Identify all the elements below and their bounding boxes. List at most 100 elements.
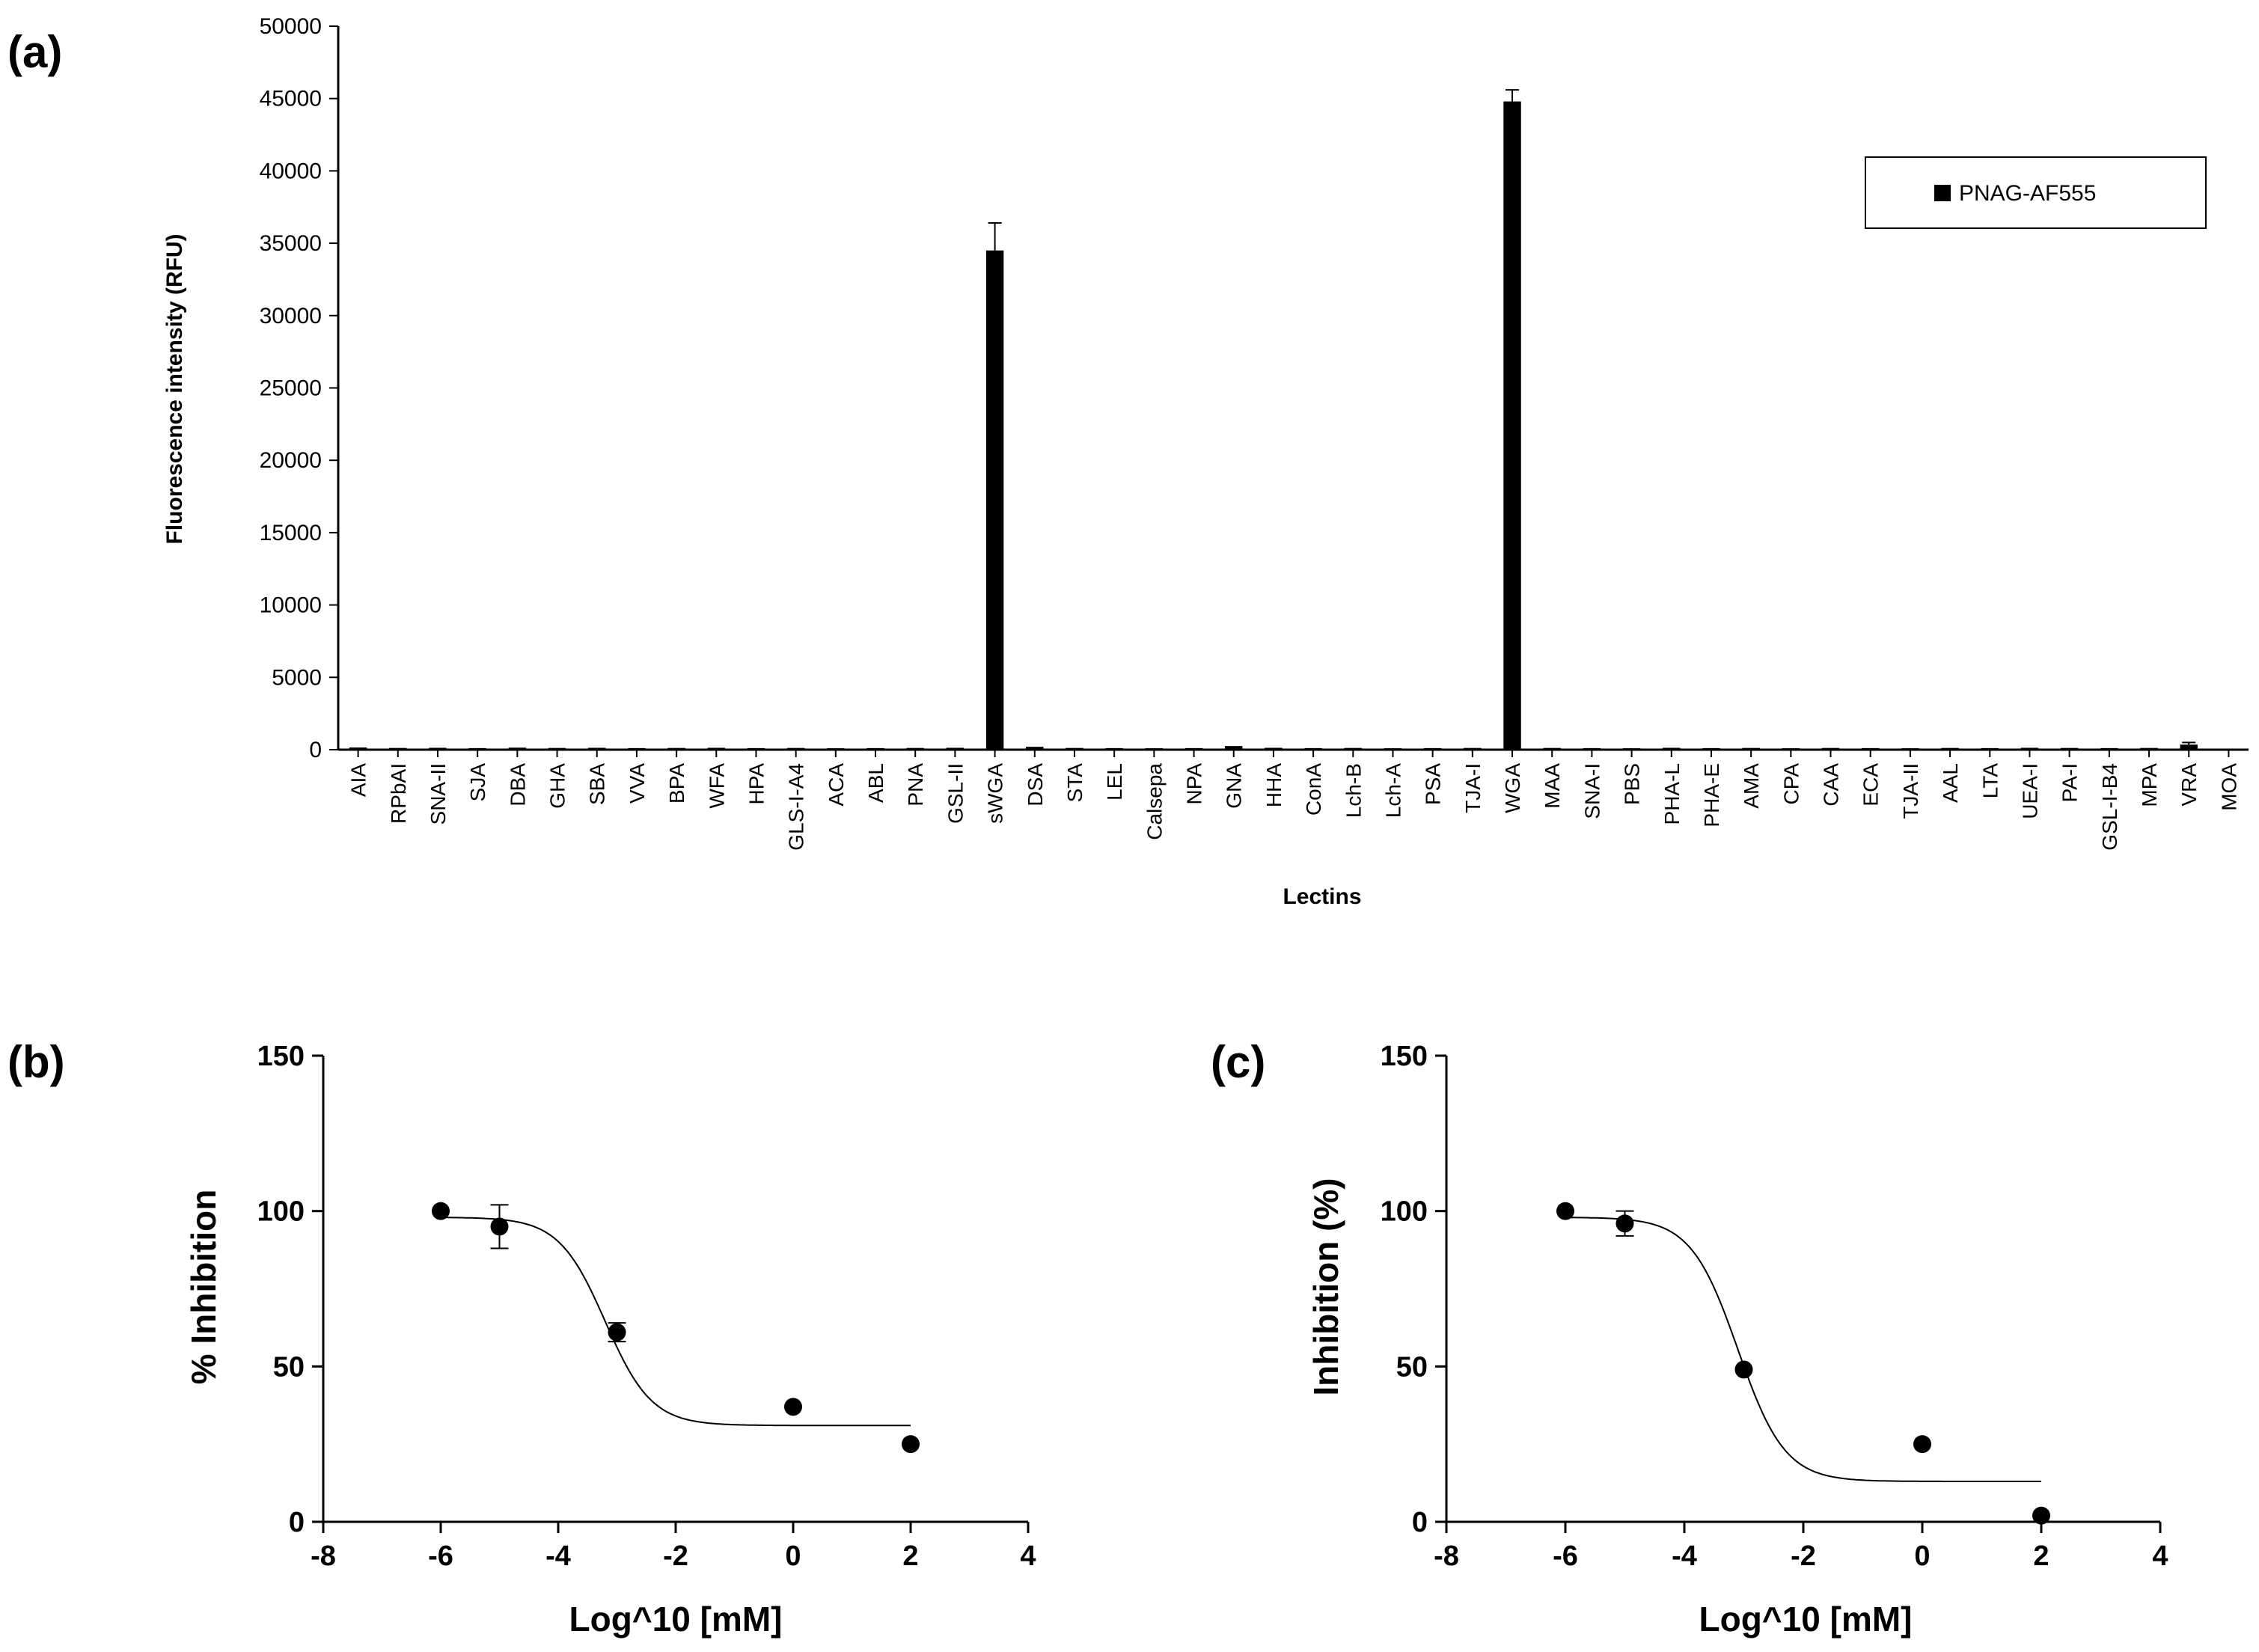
category-label: AIA [347, 763, 370, 797]
bar-WGA [1503, 101, 1521, 750]
x-tick-label: 2 [902, 1541, 918, 1572]
bar-sWGA [985, 250, 1004, 750]
y-tick-label: 150 [1381, 1041, 1428, 1072]
y-tick-label: 100 [1381, 1196, 1428, 1228]
bar-GNA [1225, 746, 1243, 750]
category-label: LEL [1103, 763, 1126, 801]
x-tick-label: -6 [1553, 1541, 1578, 1572]
panel-c-x-axis-title: Log^10 [mM] [1699, 1600, 1913, 1639]
x-tick-label: -8 [1434, 1541, 1459, 1572]
bar-UEA-I [2020, 747, 2039, 750]
x-tick-label: -4 [1672, 1541, 1697, 1572]
y-tick-label: 10000 [260, 593, 322, 618]
y-tick-label: 150 [257, 1041, 305, 1072]
bar-RPbAI [389, 747, 407, 750]
x-tick-label: -8 [311, 1541, 336, 1572]
panel-a-x-axis-title: Lectins [1283, 884, 1361, 909]
y-tick-label: 100 [257, 1196, 305, 1228]
category-label: VRA [2177, 763, 2201, 807]
panel-c-y-axis-title: Inhibition (%) [1306, 1178, 1345, 1395]
bar-PA-I [2060, 747, 2079, 750]
category-label: ConA [1302, 763, 1325, 816]
bar-CPA [1782, 748, 1800, 750]
category-label: PHA-L [1660, 763, 1684, 825]
x-tick-label: 0 [785, 1541, 801, 1572]
x-tick-label: -4 [545, 1541, 571, 1572]
category-label: BPA [665, 763, 688, 804]
panel-a-bars [349, 89, 2238, 750]
panel-b-label: (b) [7, 1037, 65, 1087]
y-tick-label: 0 [309, 738, 322, 762]
y-tick-label: 5000 [272, 665, 322, 690]
bar-GSL-II [946, 747, 965, 750]
data-point [1734, 1360, 1753, 1379]
bar-CAA [1821, 747, 1840, 750]
data-point [1615, 1214, 1634, 1233]
bar-MAA [1543, 747, 1561, 750]
bar-PBS [1622, 748, 1641, 750]
panel-c-plot: 0 50 100 150 -8 -6 -4 -2 0 2 4 [1381, 1041, 2168, 1572]
panel-a-label: (a) [7, 27, 62, 77]
bar-PSA [1423, 747, 1442, 750]
y-tick-label: 50 [273, 1351, 305, 1383]
category-label: GLS-I-A4 [785, 763, 808, 851]
legend-label: PNAG-AF555 [1959, 181, 2096, 206]
category-label: UEA-I [2018, 763, 2041, 819]
y-tick-label: 35000 [260, 231, 322, 256]
category-label: sWGA [984, 763, 1007, 824]
legend-swatch [1934, 185, 1951, 201]
bar-HPA [747, 747, 765, 750]
category-label: MAA [1541, 763, 1564, 809]
y-tick-label: 15000 [260, 521, 322, 545]
category-label: ACA [825, 763, 848, 807]
bar-AMA [1742, 747, 1760, 750]
panel-c-label: (c) [1211, 1037, 1265, 1087]
data-point [902, 1435, 920, 1454]
panel-a-y-ticks: 0 5000 10000 15000 20000 25000 30000 35000 40000… [260, 14, 338, 762]
category-label: SJA [466, 763, 489, 802]
category-label: HPA [745, 763, 768, 805]
y-tick-label: 20000 [260, 448, 322, 473]
data-point [784, 1398, 802, 1416]
category-label: DBA [506, 763, 529, 807]
panel-b-plot: 0 50 100 150 -8 -6 -4 -2 0 2 4 [257, 1041, 1036, 1572]
bar-STA [1066, 747, 1083, 750]
bar-SBA [588, 747, 606, 750]
bar-PHA-L [1663, 747, 1681, 750]
y-tick-label: 30000 [260, 304, 322, 328]
category-label: GSL-I-B4 [2098, 763, 2121, 851]
category-label: TJA-II [1899, 763, 1922, 819]
bar-BPA [667, 747, 685, 750]
bar-DSA [1026, 747, 1044, 750]
fit-curve [1565, 1217, 2041, 1482]
category-label: SBA [586, 763, 609, 805]
category-label: Calsepa [1143, 763, 1166, 840]
category-label: RPbAI [387, 763, 410, 824]
category-label: GNA [1223, 763, 1246, 809]
y-tick-label: 0 [1412, 1507, 1428, 1538]
x-tick-label: -2 [1791, 1541, 1816, 1572]
data-point [1556, 1202, 1574, 1220]
category-label: SNA-I [1580, 763, 1604, 819]
bar-TJA-I [1464, 747, 1482, 750]
bar-PNA [906, 747, 924, 750]
category-label: PSA [1422, 763, 1445, 805]
bar-VRA [2180, 744, 2198, 750]
legend-box [1865, 156, 2207, 229]
category-label: AAL [1939, 763, 1962, 803]
x-tick-label: 0 [1914, 1541, 1930, 1572]
x-tick-label: 2 [2033, 1541, 2049, 1572]
category-label: CAA [1820, 763, 1843, 807]
category-label: VVA [626, 763, 649, 804]
bar-Lch-A [1384, 748, 1402, 750]
category-label: GSL-II [944, 763, 967, 824]
panel-b-y-axis-title: % Inhibition [184, 1190, 223, 1385]
bar-SJA [468, 747, 486, 750]
panel-a-legend: PNAG-AF555 [1865, 156, 2207, 229]
category-label: ABL [864, 763, 887, 803]
bar-DBA [508, 747, 527, 750]
bar-Calsepa [1145, 748, 1164, 750]
category-label: MOA [2217, 763, 2240, 811]
category-label: HHA [1262, 763, 1286, 807]
